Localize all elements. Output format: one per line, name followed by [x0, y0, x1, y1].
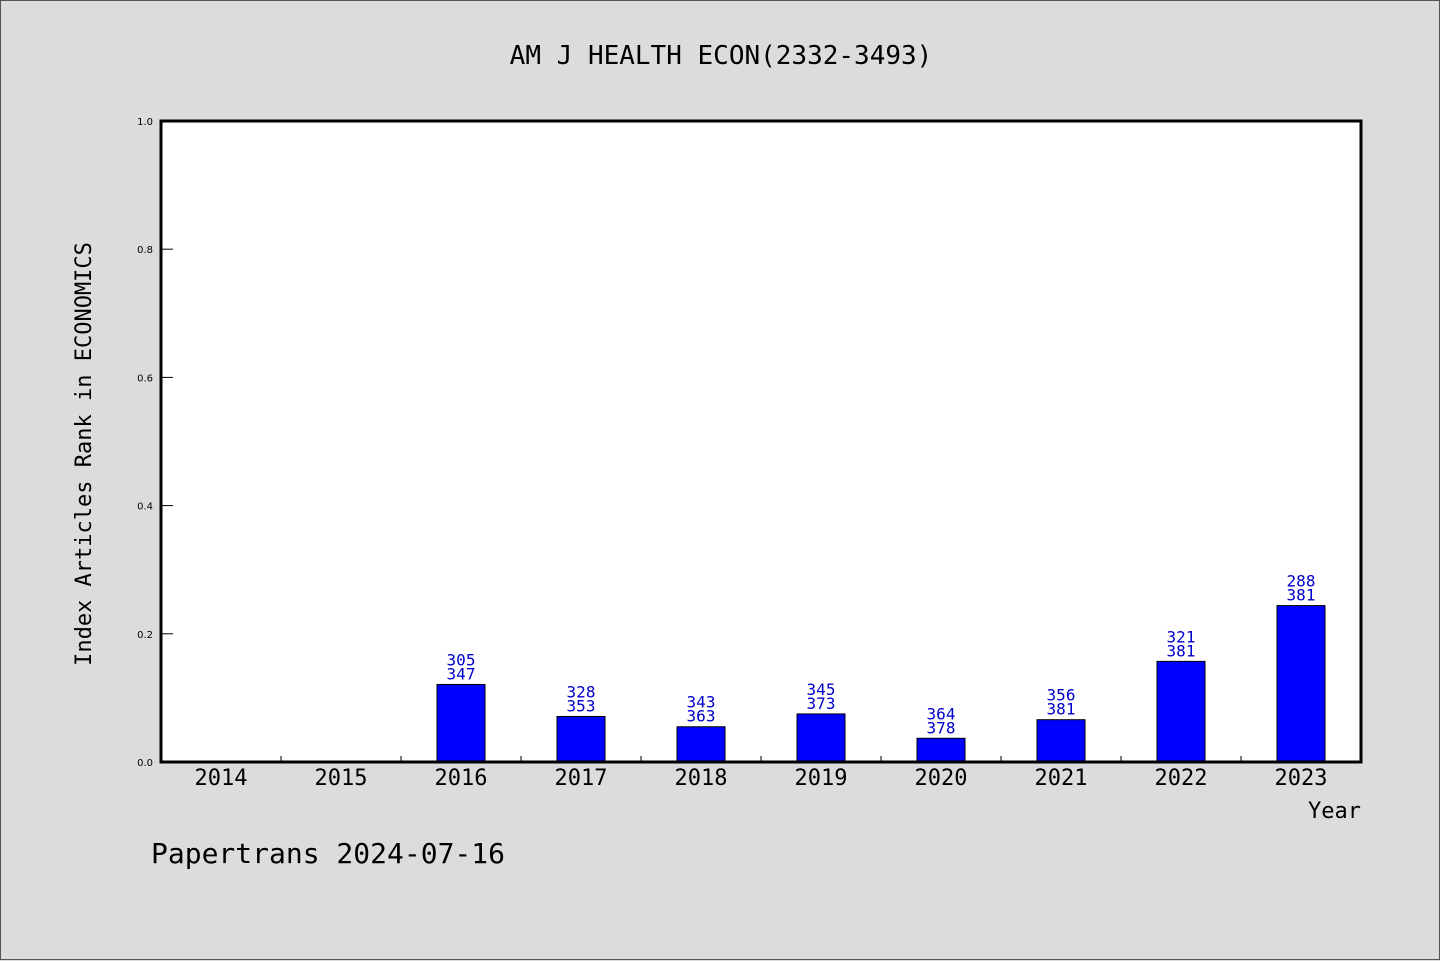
bar-2021 [1036, 719, 1086, 763]
data-label-top: 321 [1167, 627, 1196, 646]
chart-title: AM J HEALTH ECON(2332-3493) [510, 41, 933, 71]
bar-2020 [916, 737, 966, 763]
y-tick-label: 0.6 [137, 373, 153, 384]
y-tick-label: 0.0 [137, 758, 153, 769]
x-tick-label: 2018 [675, 766, 728, 791]
y-tick-label: 1.0 [137, 117, 153, 128]
y-axis-label: Index Articles Rank in ECONOMICS [72, 242, 97, 666]
ticks-layer: 0.0 0.2 0.4 0.6 0.8 1.0 2014 2015 2016 2017 2018 20… [137, 117, 1327, 791]
x-tick-label: 2021 [1035, 766, 1088, 791]
x-tick-label: 2014 [195, 766, 248, 791]
data-label-top: 288 [1287, 572, 1316, 591]
data-label-top: 343 [687, 693, 716, 712]
y-tick-label: 0.4 [137, 502, 153, 513]
data-label-top: 356 [1047, 686, 1076, 705]
x-tick-label: 2017 [555, 766, 608, 791]
data-label-bottom: 373 [807, 694, 836, 713]
bar-2022 [1156, 660, 1206, 763]
x-tick-label: 2015 [315, 766, 368, 791]
x-tick-label: 2023 [1275, 766, 1328, 791]
data-label-top: 328 [567, 682, 596, 701]
footer-watermark: Papertrans 2024-07-16 [151, 837, 505, 870]
bar-2016 [436, 683, 486, 763]
data-label-bottom: 378 [927, 718, 956, 737]
x-tick-label: 2022 [1155, 766, 1208, 791]
data-label-top: 364 [927, 704, 956, 723]
data-label-bottom: 381 [1047, 700, 1076, 719]
x-axis-label: Year [1308, 799, 1361, 824]
x-tick-label: 2020 [915, 766, 968, 791]
x-tick-label: 2019 [795, 766, 848, 791]
data-label-bottom: 381 [1287, 586, 1316, 605]
y-tick-label: 0.2 [137, 630, 153, 641]
data-label-top: 345 [807, 680, 836, 699]
data-label-bottom: 353 [567, 696, 596, 715]
x-tick-label: 2016 [435, 766, 488, 791]
bar-2018 [676, 726, 726, 763]
data-label-bottom: 381 [1167, 641, 1196, 660]
bar-2023 [1276, 605, 1326, 763]
data-label-top: 305 [447, 650, 476, 669]
bar-2019 [796, 713, 846, 763]
data-label-bottom: 347 [447, 664, 476, 683]
bar-2017 [556, 715, 606, 763]
data-label-bottom: 363 [687, 707, 716, 726]
plot-area [161, 121, 1361, 762]
y-tick-label: 0.8 [137, 245, 153, 256]
